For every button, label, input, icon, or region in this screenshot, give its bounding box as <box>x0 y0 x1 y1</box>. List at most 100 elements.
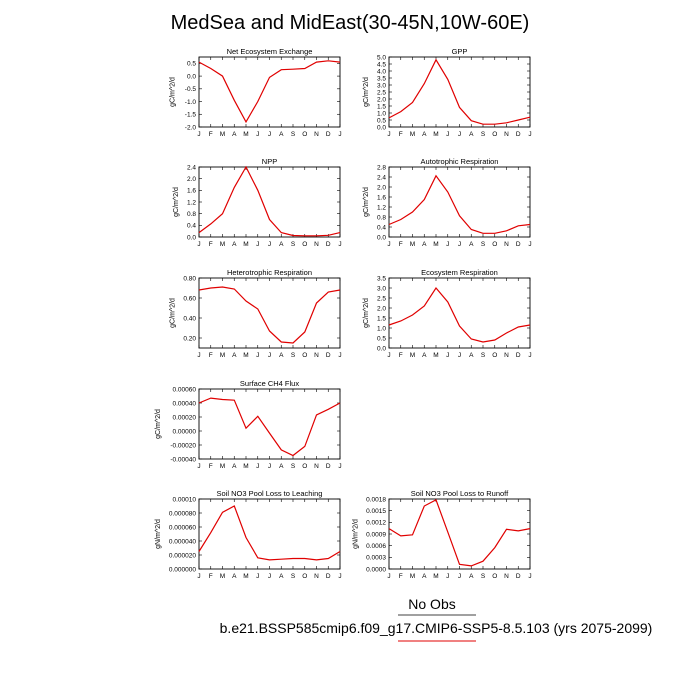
y-tick-label: 5.0 <box>377 54 386 61</box>
panel-title: Soil NO3 Pool Loss to Leaching <box>217 489 323 498</box>
series-line <box>198 286 341 344</box>
plot-frame <box>388 277 531 349</box>
y-tick-label: 3.0 <box>377 82 386 89</box>
x-tick-label: A <box>232 241 237 248</box>
y-tick-label: -0.5 <box>185 86 197 93</box>
x-tick-label: O <box>302 463 307 470</box>
x-tick-label: F <box>399 573 403 580</box>
x-tick-label: M <box>243 352 248 359</box>
x-tick-label: A <box>279 131 284 138</box>
x-tick-label: M <box>243 131 248 138</box>
series-line <box>198 60 341 124</box>
y-tick-label: 0.5 <box>187 61 196 68</box>
x-tick-label: M <box>410 241 415 248</box>
y-tick-label: 0.0006 <box>366 543 386 550</box>
y-tick-label: 2.0 <box>377 305 386 312</box>
x-tick-label: A <box>279 573 284 580</box>
x-tick-label: J <box>338 131 341 138</box>
x-tick-label: D <box>516 241 521 248</box>
x-tick-label: S <box>481 131 486 138</box>
plot-frame <box>388 56 531 128</box>
x-tick-label: A <box>422 131 427 138</box>
y-tick-label: 0.0009 <box>366 531 386 538</box>
y-tick-label: 2.0 <box>187 176 196 183</box>
y-tick-label: 0.00060 <box>173 386 197 393</box>
x-tick-label: N <box>314 352 319 359</box>
plot-frame <box>198 56 341 128</box>
x-tick-label: J <box>387 573 390 580</box>
x-tick-label: F <box>399 352 403 359</box>
x-tick-label: A <box>422 573 427 580</box>
x-tick-label: F <box>209 573 213 580</box>
y-tick-label: 0.40 <box>183 315 196 322</box>
x-tick-label: A <box>232 573 237 580</box>
x-tick-label: M <box>243 463 248 470</box>
x-tick-label: J <box>458 241 461 248</box>
x-tick-label: J <box>338 352 341 359</box>
x-tick-label: D <box>516 131 521 138</box>
x-tick-label: J <box>387 131 390 138</box>
x-tick-label: D <box>326 352 331 359</box>
x-tick-label: J <box>458 131 461 138</box>
y-tick-label: 0.00040 <box>173 400 197 407</box>
x-tick-label: O <box>492 352 497 359</box>
y-tick-label: 0.000080 <box>169 510 196 517</box>
x-tick-label: J <box>458 573 461 580</box>
x-tick-label: A <box>422 241 427 248</box>
series-line <box>388 286 531 343</box>
x-tick-label: J <box>446 241 449 248</box>
y-tick-label: 1.5 <box>377 315 386 322</box>
x-tick-label: J <box>338 573 341 580</box>
x-tick-label: F <box>209 463 213 470</box>
x-tick-label: J <box>268 573 271 580</box>
y-axis-label: gC/m^2/d <box>363 187 370 217</box>
panel-title: Soil NO3 Pool Loss to Runoff <box>411 489 509 498</box>
x-tick-label: O <box>492 131 497 138</box>
y-tick-label: -0.00040 <box>170 456 196 463</box>
x-tick-label: F <box>399 131 403 138</box>
x-tick-label: J <box>446 573 449 580</box>
series-line <box>198 397 341 457</box>
x-tick-label: N <box>314 131 319 138</box>
x-tick-label: J <box>268 241 271 248</box>
y-tick-label: 0.0015 <box>366 508 386 515</box>
y-tick-label: 0.0 <box>187 234 196 241</box>
y-tick-label: 0.000060 <box>169 524 196 531</box>
x-tick-label: J <box>197 241 200 248</box>
y-tick-label: 0.000000 <box>169 566 196 573</box>
x-tick-label: M <box>220 131 225 138</box>
x-tick-label: M <box>243 573 248 580</box>
y-axis-label: gC/m^2/d <box>173 187 180 217</box>
x-tick-label: J <box>197 131 200 138</box>
y-tick-label: 0.0 <box>377 234 386 241</box>
y-tick-label: 0.000020 <box>169 552 196 559</box>
y-tick-label: 1.5 <box>377 103 386 110</box>
x-tick-label: D <box>516 352 521 359</box>
x-tick-label: J <box>446 131 449 138</box>
x-tick-label: N <box>314 241 319 248</box>
y-tick-label: 2.4 <box>187 164 196 171</box>
plot-frame <box>198 166 341 238</box>
y-tick-label: 3.5 <box>377 275 386 282</box>
x-tick-label: M <box>220 463 225 470</box>
x-tick-label: J <box>256 241 259 248</box>
x-tick-label: A <box>279 241 284 248</box>
legend-no-obs: No Obs <box>408 596 455 612</box>
x-tick-label: A <box>232 131 237 138</box>
x-tick-label: M <box>433 131 438 138</box>
y-tick-label: 3.5 <box>377 75 386 82</box>
x-tick-label: J <box>387 352 390 359</box>
series-line <box>198 165 341 237</box>
x-tick-label: M <box>433 241 438 248</box>
y-tick-label: 0.60 <box>183 295 196 302</box>
y-tick-label: -1.0 <box>185 99 197 106</box>
x-tick-label: O <box>302 131 307 138</box>
x-tick-label: N <box>504 131 509 138</box>
x-tick-label: A <box>469 131 474 138</box>
plot-frame <box>198 277 341 349</box>
y-tick-label: 0.5 <box>377 335 386 342</box>
